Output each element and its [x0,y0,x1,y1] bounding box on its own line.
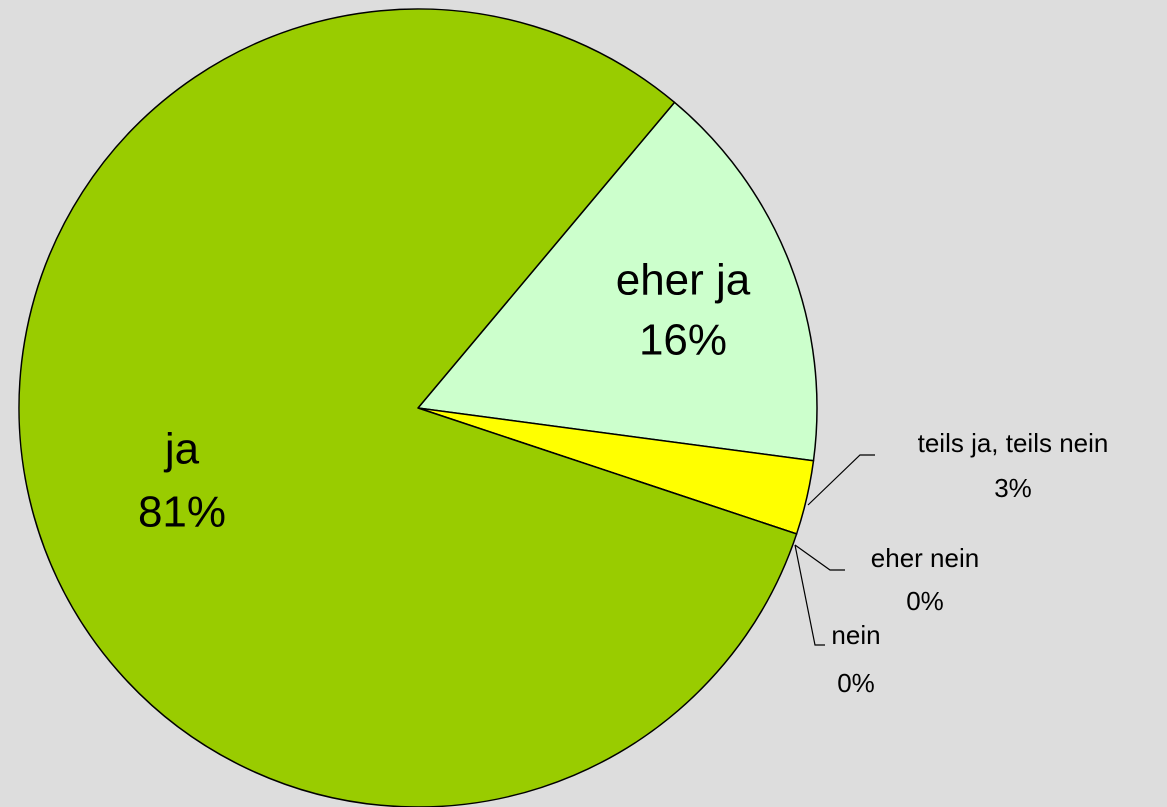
leader-line [794,544,845,571]
slice-label-value: 81% [138,488,226,537]
slice-label-value: 3% [994,473,1032,503]
slice-label-name: nein [831,620,880,650]
pie-slice [18,8,798,807]
leader-line [807,454,875,506]
slice-label-name: teils ja, teils nein [918,428,1109,458]
slice-label-value: 0% [906,586,944,616]
slice-label-value: 0% [837,668,875,698]
slice-label-name: eher nein [871,543,979,573]
leader-line [794,544,825,646]
slice-label-name: ja [163,425,200,474]
slice-label-name: eher ja [616,256,751,305]
slice-label-value: 16% [639,316,727,365]
pie-slice [417,101,818,462]
